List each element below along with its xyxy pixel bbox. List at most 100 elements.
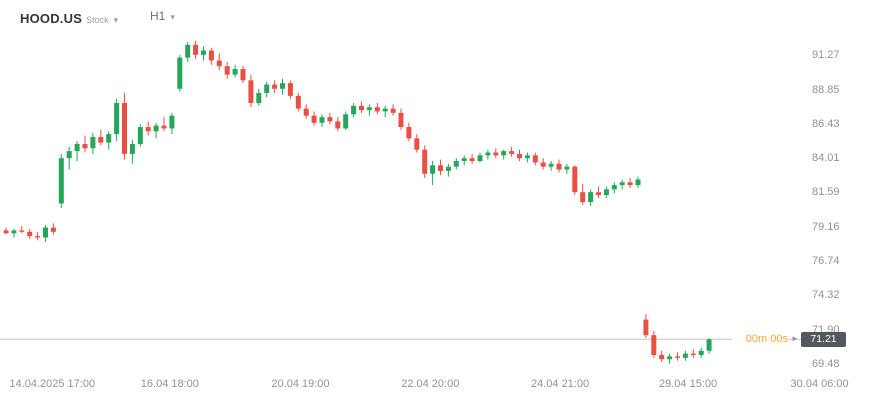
candle-body [603,189,609,195]
candle-body [485,152,491,156]
candle-body [343,114,349,129]
candle-body [501,151,507,156]
candle-body [675,356,680,358]
instrument-type-label: Stock [86,14,109,25]
candle-body [98,136,104,143]
candle-body [414,138,420,150]
timeframe-selector[interactable]: H1 ▾ [150,9,175,23]
candle-body [351,105,357,115]
candle-body [461,158,467,162]
candle-body [445,166,451,171]
candle-body [398,112,404,128]
candle-body [27,231,33,237]
candle-body [280,83,285,89]
candle-body [327,117,333,122]
timeframe-label: H1 [150,9,166,23]
candle-body [572,166,578,193]
candle-body [43,227,48,238]
candle-body [706,339,712,351]
candle-body [161,125,167,129]
candle-body [359,105,364,111]
candle-body [122,102,127,154]
price-marker-arrow-icon: ► [791,334,799,344]
candle-body [596,192,601,195]
candle-body [272,84,278,89]
candle-body [453,161,459,167]
candle-body [82,144,88,149]
candle-body [619,182,625,186]
candle-body [287,83,293,96]
candle-body [667,356,673,360]
candle-body [382,108,388,112]
candle-body [311,115,317,123]
candle-body [374,107,380,112]
candle-body [406,127,412,139]
candle-body [50,227,56,232]
candle-body [153,125,159,132]
candle-body [469,158,475,162]
candle-body [193,44,199,55]
candle-body [11,230,17,234]
candle-body [35,236,41,238]
candle-body [114,102,120,135]
candle-body [422,149,428,174]
candle-body [129,144,135,154]
candle-body [264,84,270,94]
candle-body [248,80,254,103]
candle-body [177,57,183,89]
candle-body [509,151,515,154]
candle-body [145,127,151,132]
candle-body [185,44,191,58]
current-price-badge: 71.21 [801,331,846,347]
chart-header: HOOD.US Stock ▾ H1 ▾ [20,8,175,28]
candle-body [493,152,499,156]
candle-body [106,134,112,143]
candle-body [564,166,570,170]
candle-body [366,107,372,111]
candle-body [295,95,301,109]
symbol-name: HOOD.US [20,10,83,26]
candle-body [390,108,396,113]
candle-body [548,163,554,167]
candle-body [643,319,649,336]
candle-body [137,127,143,145]
candle-body [256,93,262,103]
candle-body [201,50,206,55]
chevron-down-icon[interactable]: ▾ [170,12,175,22]
chevron-down-icon[interactable]: ▾ [113,14,119,25]
candle-body [303,108,309,116]
candle-body [532,155,538,163]
candle-body [651,335,657,356]
candle-body [580,192,586,203]
symbol-selector[interactable]: HOOD.US Stock ▾ [20,11,118,26]
candle-body [682,353,688,358]
candle-body [611,185,617,190]
candle-body [66,151,72,159]
candle-body [517,153,522,159]
candle-body [216,60,222,67]
candle-body [635,179,641,186]
candle-body [224,66,230,75]
candle-body [438,165,443,171]
candle-body [232,68,238,75]
candle-body [240,68,246,81]
candle-body [74,144,80,152]
candle-body [477,155,483,162]
candle-body [3,230,9,234]
candle-body [169,115,175,129]
candle-body [430,165,436,174]
candle-body [690,353,696,356]
candle-countdown: 00m 00s [732,332,788,347]
candle-body [58,158,64,204]
candle-body [19,230,25,232]
candle-body [659,355,665,360]
candle-body [698,350,704,356]
candle-body [524,155,530,159]
candle-body [90,136,96,149]
candle-body [556,163,562,170]
candle-body [335,121,341,129]
candle-body [627,182,633,186]
candle-body [540,162,546,167]
